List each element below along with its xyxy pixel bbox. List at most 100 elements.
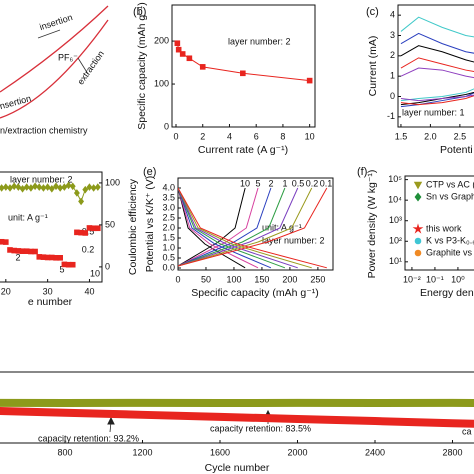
x-tick-label: 1200 bbox=[132, 447, 152, 457]
plot-area bbox=[174, 40, 313, 84]
data-point bbox=[240, 70, 246, 77]
data-point bbox=[57, 255, 63, 261]
series-line bbox=[400, 16, 474, 102]
y-tick-label: 3.5 bbox=[162, 192, 175, 202]
x-tick-label: 10⁻¹ bbox=[426, 274, 444, 284]
data-point bbox=[32, 248, 38, 255]
annotation: 2 bbox=[15, 252, 20, 262]
annotation: 10 bbox=[90, 268, 100, 278]
x-tick-label: 4 bbox=[227, 131, 232, 141]
annotation: layer number: 2 bbox=[262, 235, 325, 245]
y2-axis-label: Coulombic efficiency bbox=[127, 178, 139, 275]
annotation: 0.5 bbox=[292, 178, 305, 188]
series-line bbox=[178, 187, 286, 269]
panel-label: (f) bbox=[357, 166, 367, 178]
data-point bbox=[73, 189, 80, 197]
x-tick-label: 2800 bbox=[442, 447, 462, 457]
x-tick-label: 250 bbox=[310, 274, 325, 284]
x-tick-label: 200 bbox=[282, 274, 297, 284]
y-axis-label: Current (mA) bbox=[367, 36, 379, 97]
annotation: 5 bbox=[59, 264, 64, 274]
legend-label: CTP vs AC (Zha bbox=[426, 179, 474, 189]
x-tick-label: 1600 bbox=[210, 447, 230, 457]
series-line bbox=[178, 187, 298, 269]
y-tick-label: 10¹ bbox=[389, 256, 402, 266]
data-point bbox=[32, 182, 39, 191]
panel-label: (c) bbox=[366, 6, 379, 18]
y-tick-label: 100 bbox=[154, 78, 169, 88]
series-line bbox=[400, 45, 474, 106]
legend-label: Sn vs Graphite bbox=[426, 191, 474, 201]
legend-marker bbox=[413, 181, 423, 190]
x-tick-label: 2400 bbox=[365, 447, 385, 457]
data-point bbox=[306, 77, 313, 84]
data-point bbox=[0, 184, 5, 192]
schematic-caption: n/extraction chemistry bbox=[0, 125, 88, 135]
series-line bbox=[178, 187, 328, 267]
series-line bbox=[178, 187, 259, 269]
data-point bbox=[61, 183, 68, 191]
plot-area bbox=[178, 187, 328, 269]
plot-frame bbox=[0, 171, 103, 283]
annotation: unit: A g⁻¹ bbox=[8, 212, 48, 222]
annotation-arrowhead bbox=[107, 416, 115, 425]
y-tick-label: 10² bbox=[389, 236, 402, 246]
y-tick-label: 2 bbox=[390, 50, 395, 60]
data-point bbox=[95, 225, 101, 232]
annotation: capacity retention: 93.2% bbox=[38, 433, 139, 443]
plot-frame bbox=[177, 177, 334, 271]
annotation: 0.2 bbox=[306, 178, 319, 188]
y-tick-label: 10⁴ bbox=[388, 195, 402, 205]
data-point bbox=[175, 46, 182, 53]
y-tick-label: 10⁵ bbox=[388, 174, 402, 184]
x-axis-label: Energy den bbox=[420, 287, 474, 299]
data-point bbox=[94, 183, 101, 191]
schematic-arrow bbox=[77, 57, 89, 75]
y-tick-label: 3.0 bbox=[162, 202, 175, 212]
x-tick-label: 100 bbox=[226, 274, 241, 284]
data-point bbox=[69, 261, 76, 268]
y-axis-label: Power density (W kg⁻¹) bbox=[366, 170, 378, 279]
data-point bbox=[44, 183, 51, 191]
y-tick-label: -1 bbox=[387, 111, 395, 121]
x-axis-label: Specific capacity (mAh g⁻¹) bbox=[191, 287, 319, 299]
series-line bbox=[0, 406, 474, 428]
data-point bbox=[11, 182, 18, 191]
legend-marker bbox=[414, 249, 422, 257]
x-axis-label: Cycle number bbox=[205, 462, 270, 474]
data-point bbox=[90, 184, 97, 192]
y-tick-label: 2.5 bbox=[162, 212, 175, 222]
legend-label: K vs P3-K₀.₆Cr bbox=[426, 235, 474, 245]
series-line bbox=[178, 187, 272, 267]
annotation: 0.2 bbox=[82, 244, 95, 254]
y-tick-label: 3 bbox=[390, 30, 395, 40]
annotation: layer number: 2 bbox=[228, 36, 291, 46]
data-point bbox=[3, 239, 9, 245]
y-tick-label: 1 bbox=[390, 71, 395, 81]
series-line bbox=[400, 67, 474, 102]
series-line bbox=[178, 187, 246, 269]
legend-marker bbox=[414, 192, 422, 202]
x-tick-label: 800 bbox=[57, 447, 72, 457]
plot-area bbox=[400, 16, 474, 108]
plot-area bbox=[0, 181, 101, 268]
x-tick-label: 2.0 bbox=[424, 131, 437, 141]
x-tick-label: 0 bbox=[174, 131, 179, 141]
x-tick-label: 150 bbox=[254, 274, 269, 284]
y-axis-label: Potential vs K/K⁺ (V) bbox=[144, 176, 156, 273]
annotation: unit: A g⁻¹ bbox=[262, 222, 302, 232]
data-point bbox=[7, 184, 13, 192]
panel-label: (e) bbox=[143, 166, 156, 178]
schematic-text: insertion bbox=[38, 12, 73, 32]
data-point bbox=[2, 183, 9, 191]
x-axis-label: e number bbox=[28, 296, 73, 308]
schematic-text: extraction bbox=[75, 49, 106, 87]
x-tick-label: 10 bbox=[305, 131, 315, 141]
data-point bbox=[82, 230, 89, 236]
series-line bbox=[178, 187, 272, 269]
series-line bbox=[178, 187, 246, 267]
legend-label: Graphite vs Gr bbox=[426, 247, 474, 257]
x-tick-label: 50 bbox=[201, 274, 211, 284]
schematic-text: PF₆⁻ bbox=[58, 52, 78, 62]
